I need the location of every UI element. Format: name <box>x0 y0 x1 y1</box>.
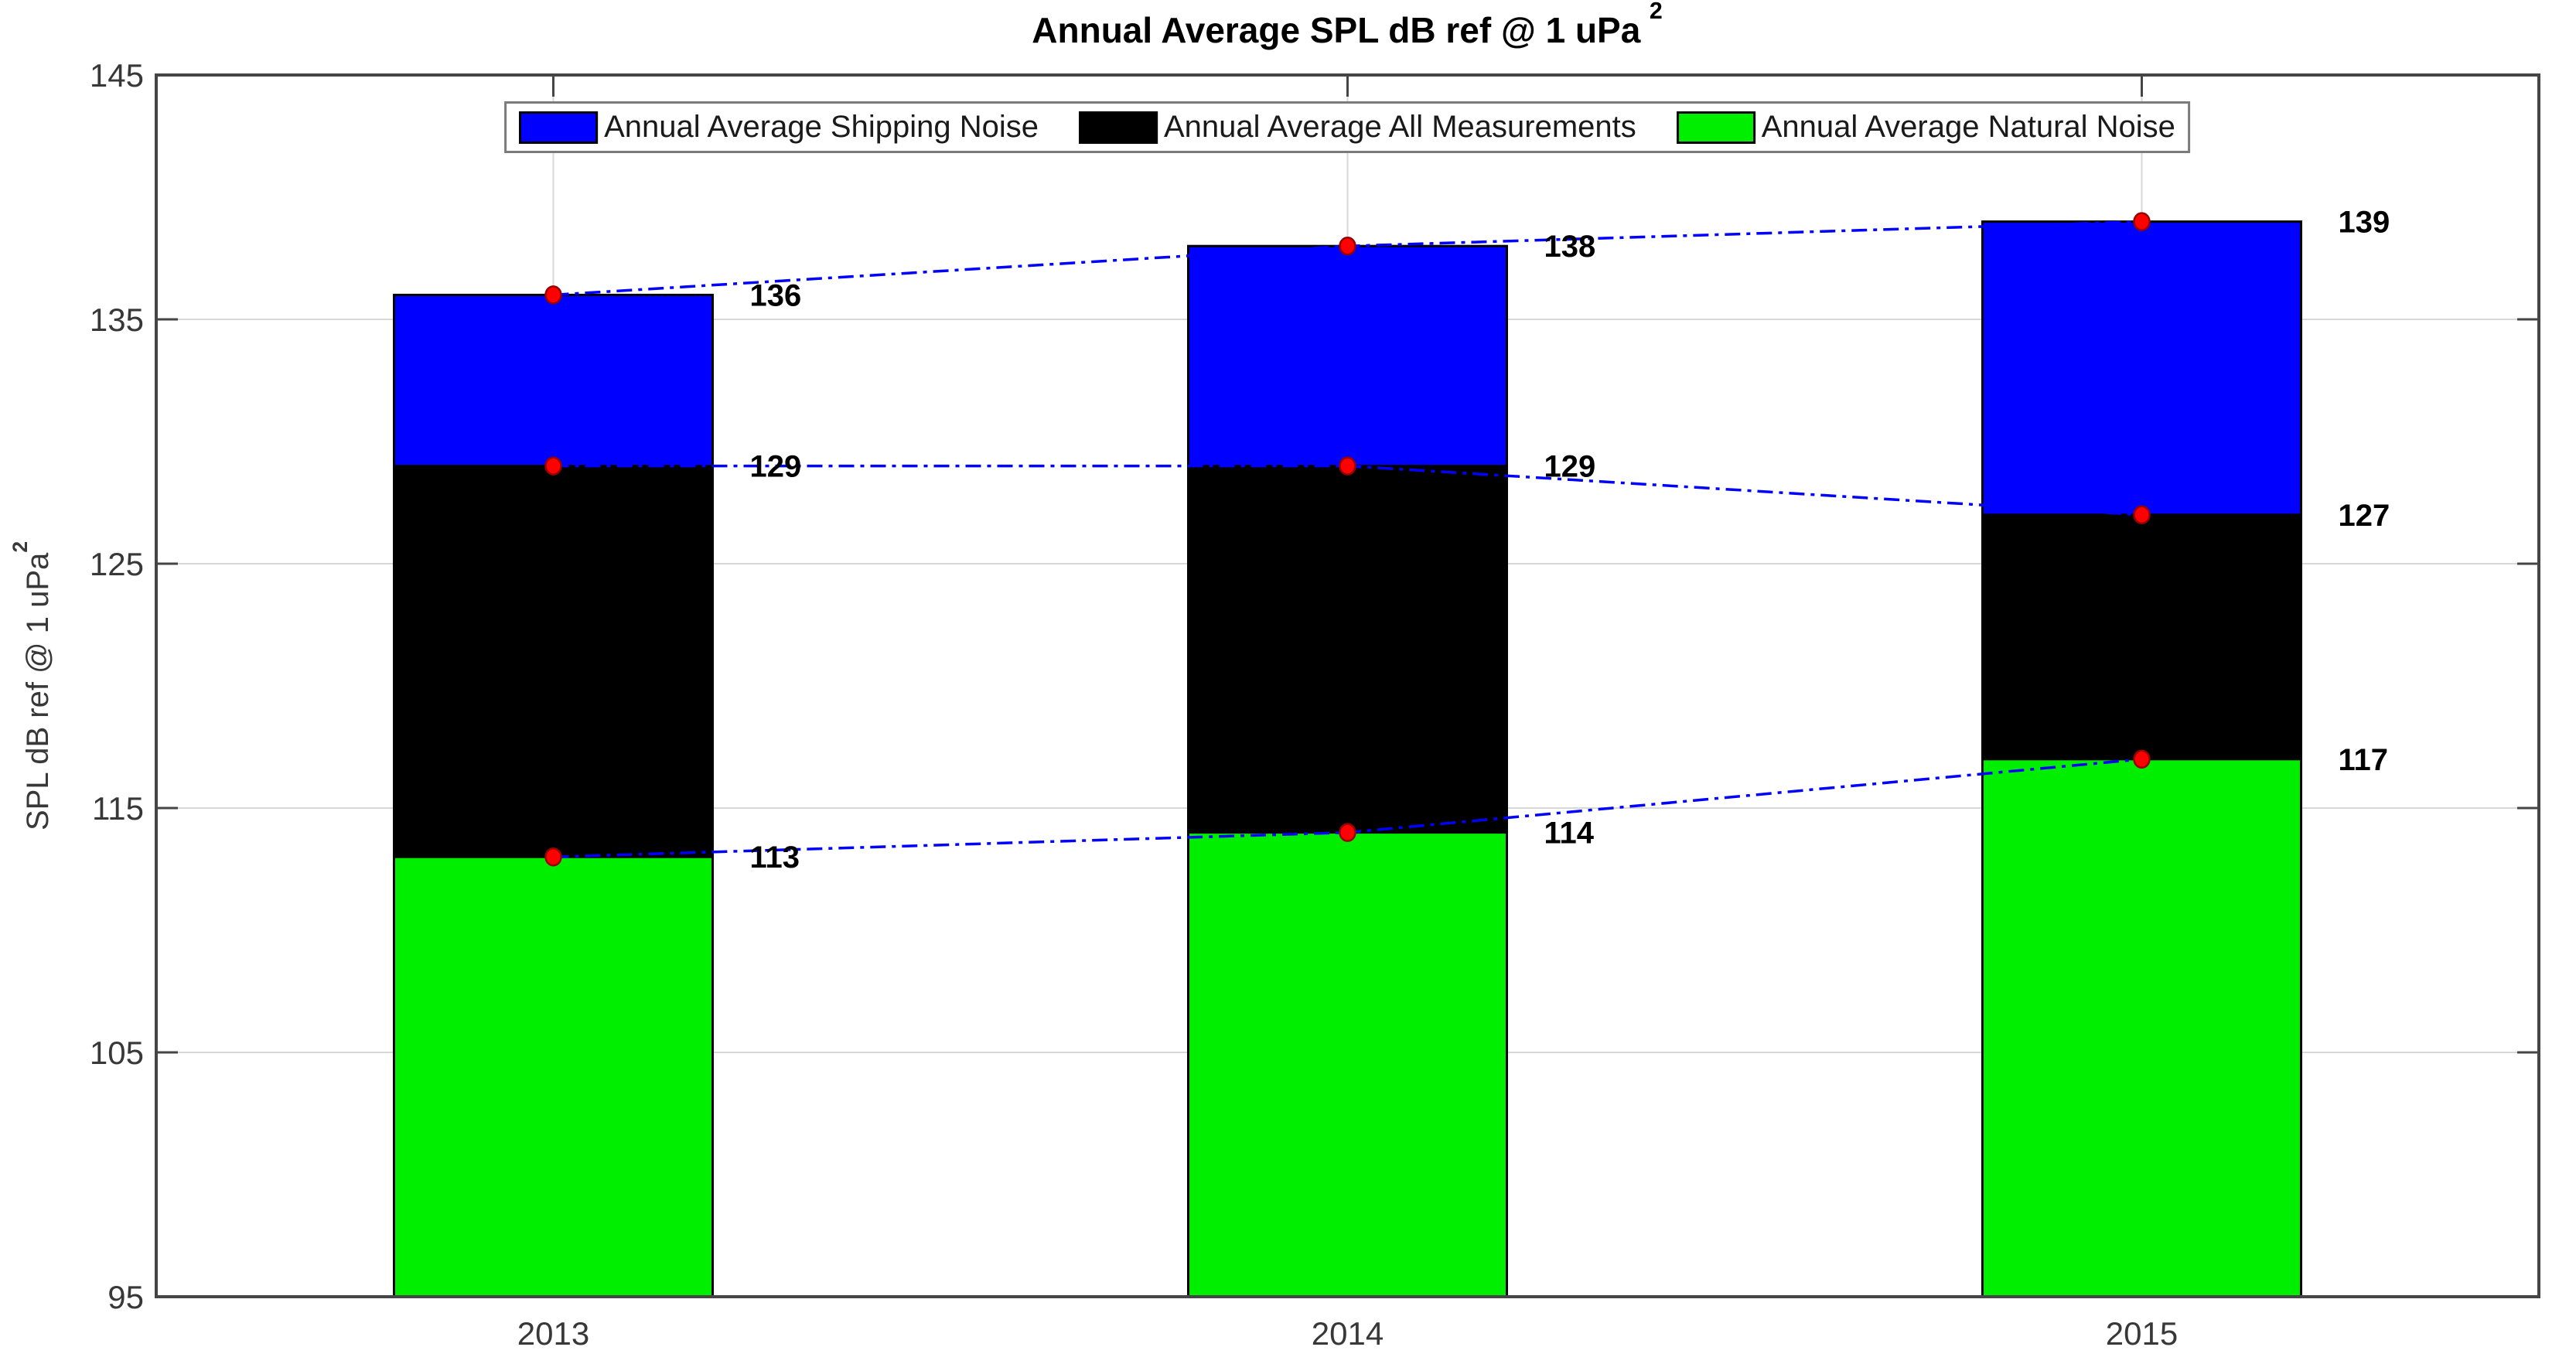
legend-entry-annual-average-all-measurements: Annual Average All Measurements <box>1079 110 1636 145</box>
y-tick-label-115: 115 <box>92 790 144 827</box>
legend-entry-annual-average-natural-noise: Annual Average Natural Noise <box>1676 110 2175 145</box>
data-label-2013-136: 136 <box>750 278 802 312</box>
bar-2015-annual-average-natural-noise <box>1981 758 2302 1298</box>
marker-2013-129 <box>544 456 562 476</box>
marker-2015-139 <box>2133 212 2151 231</box>
marker-2015-117 <box>2133 749 2151 769</box>
legend-swatch-icon <box>1676 111 1755 144</box>
marker-2013-136 <box>544 285 562 305</box>
data-label-2014-138: 138 <box>1544 230 1596 264</box>
data-label-2015-117: 117 <box>2339 743 2389 777</box>
legend-swatch-icon <box>519 111 599 144</box>
legend-entry-annual-average-shipping-noise: Annual Average Shipping Noise <box>519 110 1039 145</box>
data-label-2014-114: 114 <box>1544 817 1595 851</box>
legend-label: Annual Average All Measurements <box>1164 110 1636 144</box>
data-label-2013-113: 113 <box>750 841 800 875</box>
legend: Annual Average Shipping Noise Annual Aver… <box>504 101 2190 153</box>
data-label-2015-139: 139 <box>2339 206 2390 240</box>
marker-2015-127 <box>2133 505 2151 525</box>
marker-2014-129 <box>1339 456 1356 476</box>
bar-2013-annual-average-natural-noise <box>393 855 714 1298</box>
y-axis-label-text: SPL dB ref @ 1 uPa <box>21 552 56 831</box>
data-label-2015-127: 127 <box>2339 499 2390 533</box>
x-tick-label-2014: 2014 <box>1312 1315 1384 1352</box>
y-tick-label-135: 135 <box>90 302 144 338</box>
y-axis-label-superscript: 2 <box>8 540 32 553</box>
x-tick-label-2013: 2013 <box>517 1315 589 1352</box>
bar-2014-annual-average-natural-noise <box>1187 831 1508 1298</box>
y-tick-label-95: 95 <box>107 1279 144 1315</box>
y-axis-label: SPL dB ref @ 1 uPa2 <box>9 541 56 831</box>
chart-title-text: Annual Average SPL dB ref @ 1 uPa <box>1032 10 1641 50</box>
legend-label: Annual Average Shipping Noise <box>604 110 1039 144</box>
data-label-2014-129: 129 <box>1544 450 1596 484</box>
chart-title-superscript: 2 <box>1649 0 1663 24</box>
marker-2014-138 <box>1339 236 1356 256</box>
legend-label: Annual Average Natural Noise <box>1761 110 2175 144</box>
y-tick-label-145: 145 <box>90 57 144 94</box>
marker-2014-114 <box>1339 823 1356 842</box>
chart-title: Annual Average SPL dB ref @ 1 uPa 2 <box>1032 0 1662 51</box>
data-label-2013-129: 129 <box>750 450 802 484</box>
axis-box <box>155 73 2540 1298</box>
marker-2013-113 <box>544 847 562 867</box>
x-tick-label-2015: 2015 <box>2106 1315 2178 1352</box>
y-tick-label-105: 105 <box>90 1035 144 1071</box>
legend-swatch-icon <box>1079 111 1158 144</box>
y-tick-label-125: 125 <box>90 546 144 582</box>
